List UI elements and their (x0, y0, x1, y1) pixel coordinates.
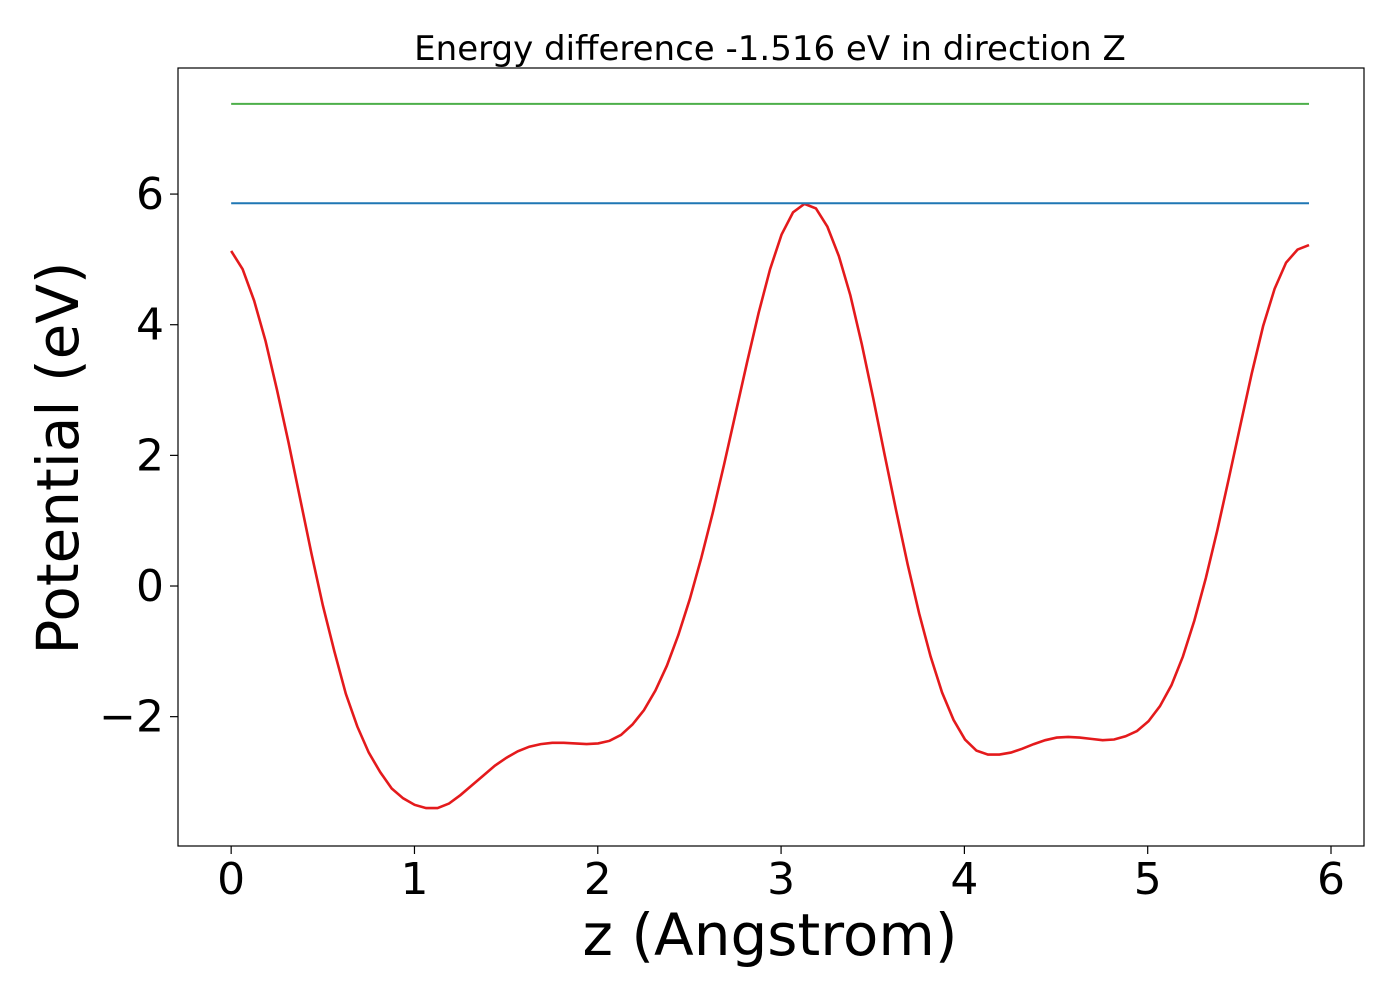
chart-title: Energy difference -1.516 eV in direction… (414, 29, 1126, 69)
series-layer (230, 102, 1310, 810)
y-tick-label: −2 (99, 692, 164, 743)
x-tick-label: 2 (584, 854, 612, 905)
plot-frame (177, 67, 1365, 847)
x-tick-label: 5 (1134, 854, 1162, 905)
x-tick-label: 4 (950, 854, 978, 905)
y-tick-label: 0 (136, 561, 164, 612)
x-tick-label: 0 (217, 854, 245, 905)
x-tick-label: 3 (767, 854, 795, 905)
potential-curve (230, 202, 1310, 810)
x-axis: 0 1 2 3 4 5 6 (217, 846, 1345, 905)
y-tick-label: 6 (136, 169, 164, 220)
y-tick-label: 2 (136, 430, 164, 481)
y-axis: −2 0 2 4 6 (99, 169, 178, 743)
y-axis-label: Potential (eV) (24, 261, 92, 654)
x-tick-label: 6 (1317, 854, 1345, 905)
x-tick-label: 1 (400, 854, 428, 905)
y-tick-label: 4 (136, 300, 164, 351)
x-axis-label: z (Angstrom) (583, 901, 958, 969)
